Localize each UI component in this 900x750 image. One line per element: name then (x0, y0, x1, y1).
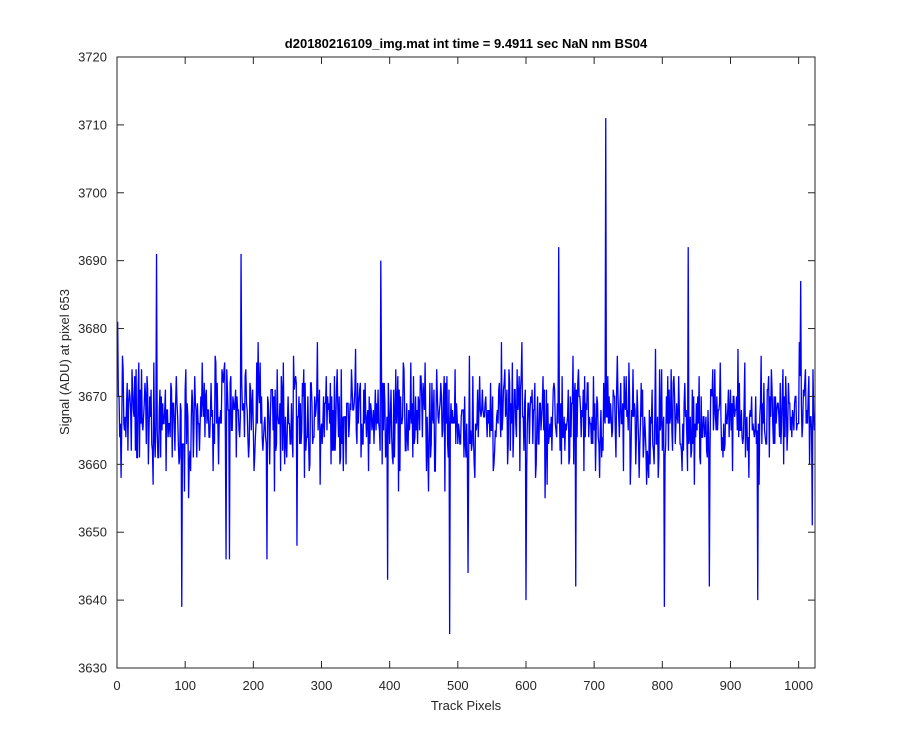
y-axis-label: Signal (ADU) at pixel 653 (57, 289, 72, 435)
y-tick-label: 3630 (78, 661, 107, 676)
x-tick-label: 500 (447, 678, 469, 693)
x-tick-label: 0 (113, 678, 120, 693)
chart-title: d20180216109_img.mat int time = 9.4911 s… (285, 36, 648, 51)
y-tick-label: 3690 (78, 253, 107, 268)
x-tick-label: 100 (174, 678, 196, 693)
y-tick-label: 3700 (78, 185, 107, 200)
plot-area-background (117, 57, 815, 668)
x-tick-label: 900 (720, 678, 742, 693)
plot-frame (116, 56, 816, 669)
x-tick-label: 200 (242, 678, 264, 693)
x-tick-label: 700 (583, 678, 605, 693)
x-axis-ticks: 0 100 200 300 400 500 600 700 800 900 1000 (113, 57, 813, 693)
y-tick-label: 3710 (78, 117, 107, 132)
x-tick-label: 1000 (784, 678, 813, 693)
y-tick-label: 3680 (78, 321, 107, 336)
x-tick-label: 800 (651, 678, 673, 693)
x-tick-label: 300 (311, 678, 333, 693)
x-tick-label: 600 (515, 678, 537, 693)
y-tick-label: 3660 (78, 457, 107, 472)
x-tick-label: 400 (379, 678, 401, 693)
data-layer (117, 118, 816, 635)
y-tick-label: 3720 (78, 50, 107, 65)
y-axis-ticks: 3630 3640 3650 3660 3670 3680 3690 3700 3710 3720 (78, 50, 815, 676)
x-axis-label: Track Pixels (431, 698, 502, 713)
y-tick-label: 3670 (78, 389, 107, 404)
series-line (117, 118, 816, 635)
y-tick-label: 3640 (78, 593, 107, 608)
y-tick-label: 3650 (78, 525, 107, 540)
